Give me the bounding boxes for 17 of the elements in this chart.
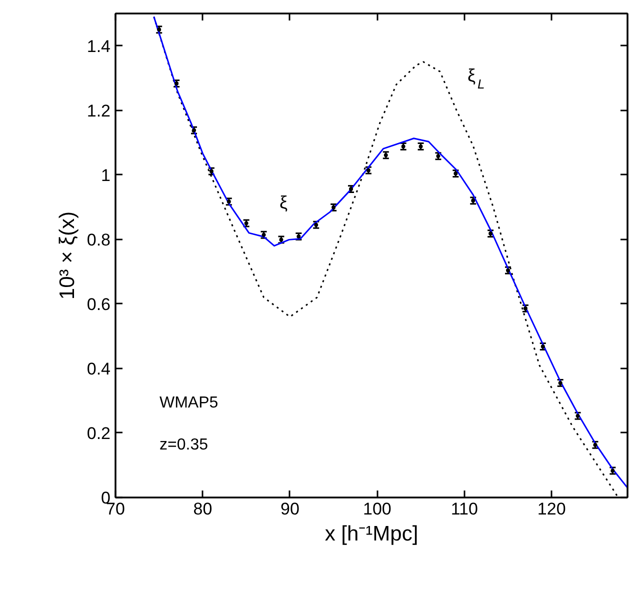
x-tick-label: 90: [280, 500, 300, 518]
y-axis-title: 10³ × ξ(x): [56, 211, 79, 300]
y-tick-label: 1: [101, 166, 111, 185]
x-tick-label: 80: [193, 500, 212, 518]
y-tick-label: 0.2: [86, 424, 111, 443]
x-axis-title: x [h⁻¹Mpc]: [324, 522, 418, 546]
y-tick-label: 0.6: [86, 294, 111, 314]
y-tick-label: 0.8: [86, 230, 111, 250]
annotation: z=0.35: [160, 436, 208, 454]
y-tick-label: 1.2: [86, 101, 111, 120]
x-tick-label: 100: [362, 500, 392, 518]
annotation: ξ: [280, 192, 288, 212]
x-tick-label: 110: [450, 500, 478, 518]
x-tick-label: 120: [537, 500, 566, 518]
annotation: WMAP5: [160, 394, 218, 412]
y-tick-label: 1.4: [86, 36, 111, 56]
y-tick-label: 0.4: [86, 359, 111, 378]
